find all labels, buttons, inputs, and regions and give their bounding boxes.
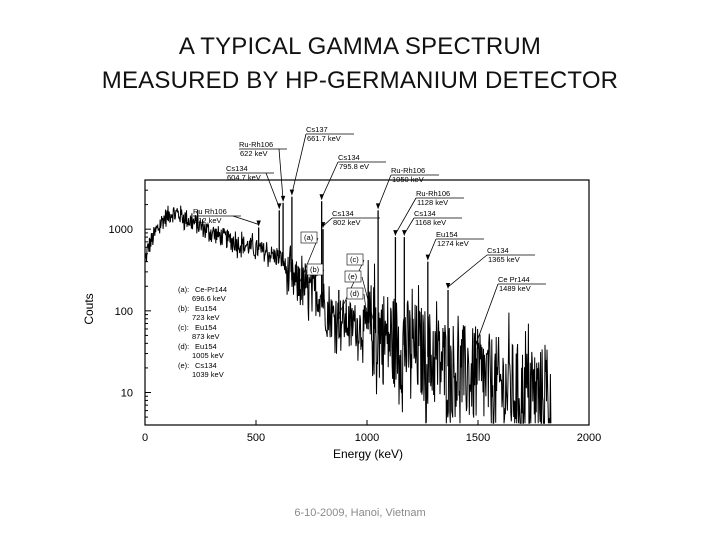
peak-annotation-energy: 661.7 keV: [307, 134, 341, 143]
peak-annotation-name: Cs134: [332, 209, 354, 218]
annotation-arrowhead: [375, 203, 381, 210]
legend-nuclide: Eu154: [195, 304, 217, 313]
slide-footer: 6-10-2009, Hanoi, Vietnam: [294, 507, 426, 519]
peak-tag: (b): [310, 265, 320, 274]
y-axis-label: Couts: [82, 293, 96, 324]
x-tick-label: 1500: [466, 432, 490, 444]
peak-annotation-energy: 1050 keV: [392, 175, 424, 184]
peak-annotation-name: Ru-Rh106: [391, 166, 425, 175]
x-tick-label: 0: [142, 432, 148, 444]
peak-annotation-name: Ru Rh106: [193, 207, 227, 216]
peak-tag-box: [306, 263, 324, 276]
legend-energy: 696.6 keV: [192, 294, 226, 303]
legend-tag: (d):: [178, 342, 189, 351]
peak-tag-leader: [338, 259, 365, 316]
annotation-arrowhead: [277, 203, 282, 210]
legend-nuclide: Eu154: [195, 323, 217, 332]
peak-annotation-name: Cs134: [414, 209, 436, 218]
peak-annotation-energy: 622 keV: [240, 149, 268, 158]
peak-annotation-energy: 802 keV: [333, 218, 361, 227]
annotation-leader: [265, 172, 280, 208]
annotation-arrowhead: [320, 222, 326, 229]
peak-annotation-energy: 1128 keV: [417, 198, 448, 207]
legend-nuclide: Eu154: [195, 342, 217, 351]
peak-tag: (d): [350, 289, 360, 298]
legend-tag: (e):: [178, 361, 189, 370]
peak-tag-leader: [363, 293, 369, 326]
peak-annotation-energy: 1365 keV: [488, 255, 520, 264]
annotation-leader: [291, 133, 307, 194]
title-line-1: A TYPICAL GAMMA SPECTRUM: [178, 33, 542, 60]
annotation-leader: [278, 148, 284, 200]
x-tick-label: 2000: [577, 432, 601, 444]
peak-annotation-energy: 512 keV: [194, 216, 222, 225]
annotation-leader: [447, 254, 488, 288]
y-tick-label: 100: [115, 306, 133, 318]
peak-tag-box: [346, 287, 364, 300]
annotation-leader: [232, 215, 259, 225]
peak-tag-box: [344, 270, 362, 283]
peak-tag-box: [300, 231, 318, 244]
peak-annotation-name: Cs134: [338, 153, 360, 162]
annotation-arrowhead: [402, 230, 407, 237]
legend-energy: 1005 keV: [192, 351, 224, 360]
legend-tag: (c):: [178, 323, 189, 332]
peak-tag-leader: [361, 276, 376, 330]
x-tick-label: 1000: [355, 432, 379, 444]
peak-annotation-name: Ru-Rh106: [239, 140, 273, 149]
annotation-arrowhead: [256, 220, 261, 227]
title-line-2: MEASURED BY HP-GERMANIUM DETECTOR: [101, 67, 619, 94]
peak-tag-leader: [299, 237, 319, 283]
annotation-arrowhead: [473, 341, 478, 348]
legend-energy: 1039 keV: [192, 370, 224, 379]
peak-annotation-name: Cs137: [306, 125, 328, 134]
annotation-leader: [321, 161, 339, 199]
peak-annotation-name: Cs134: [226, 164, 248, 173]
annotation-arrowhead: [425, 254, 431, 261]
peak-annotation-name: Ru-Rh106: [416, 189, 450, 198]
y-tick-label: 10: [121, 388, 133, 400]
y-tick-label: 1000: [109, 224, 133, 236]
legend-energy: 723 keV: [192, 313, 220, 322]
slide-title: A TYPICAL GAMMA SPECTRUM MEASURED BY HP-…: [0, 30, 720, 98]
peak-tag: (a): [304, 233, 314, 242]
peak-tag-box: [346, 253, 364, 266]
annotation-arrowhead: [289, 189, 295, 196]
spectrum-line: [144, 205, 552, 424]
peak-annotation-energy: 795.8 eV: [339, 162, 369, 171]
peak-annotation-name: Cs134: [487, 246, 509, 255]
peak-annotation-energy: 1168 keV: [415, 218, 446, 227]
annotation-arrowhead: [280, 195, 286, 202]
legend-nuclide: Ce-Pr144: [195, 285, 227, 294]
legend-tag: (a):: [178, 285, 189, 294]
legend-energy: 873 keV: [192, 332, 220, 341]
annotation-arrowhead: [319, 194, 324, 201]
legend-nuclide: Cs134: [195, 361, 217, 370]
x-tick-label: 500: [247, 432, 265, 444]
peak-annotation-name: Eu154: [436, 230, 458, 239]
annotation-leader: [395, 197, 417, 235]
peak-annotation-energy: 1274 keV: [437, 239, 469, 248]
peak-tag: (c): [350, 255, 359, 264]
peak-annotation-energy: 1489 keV: [499, 284, 531, 293]
annotation-leader: [322, 217, 333, 227]
peak-annotation-name: Ce Pr144: [498, 275, 530, 284]
annotation-arrowhead: [393, 230, 398, 237]
x-axis-label: Energy (keV): [333, 447, 403, 461]
annotation-leader: [377, 174, 392, 208]
peak-tag: (e): [348, 272, 358, 281]
annotation-arrowhead: [445, 282, 451, 289]
legend-tag: (b):: [178, 304, 189, 313]
annotation-leader: [475, 283, 499, 346]
peak-annotation-energy: 604.7 keV: [227, 173, 261, 182]
